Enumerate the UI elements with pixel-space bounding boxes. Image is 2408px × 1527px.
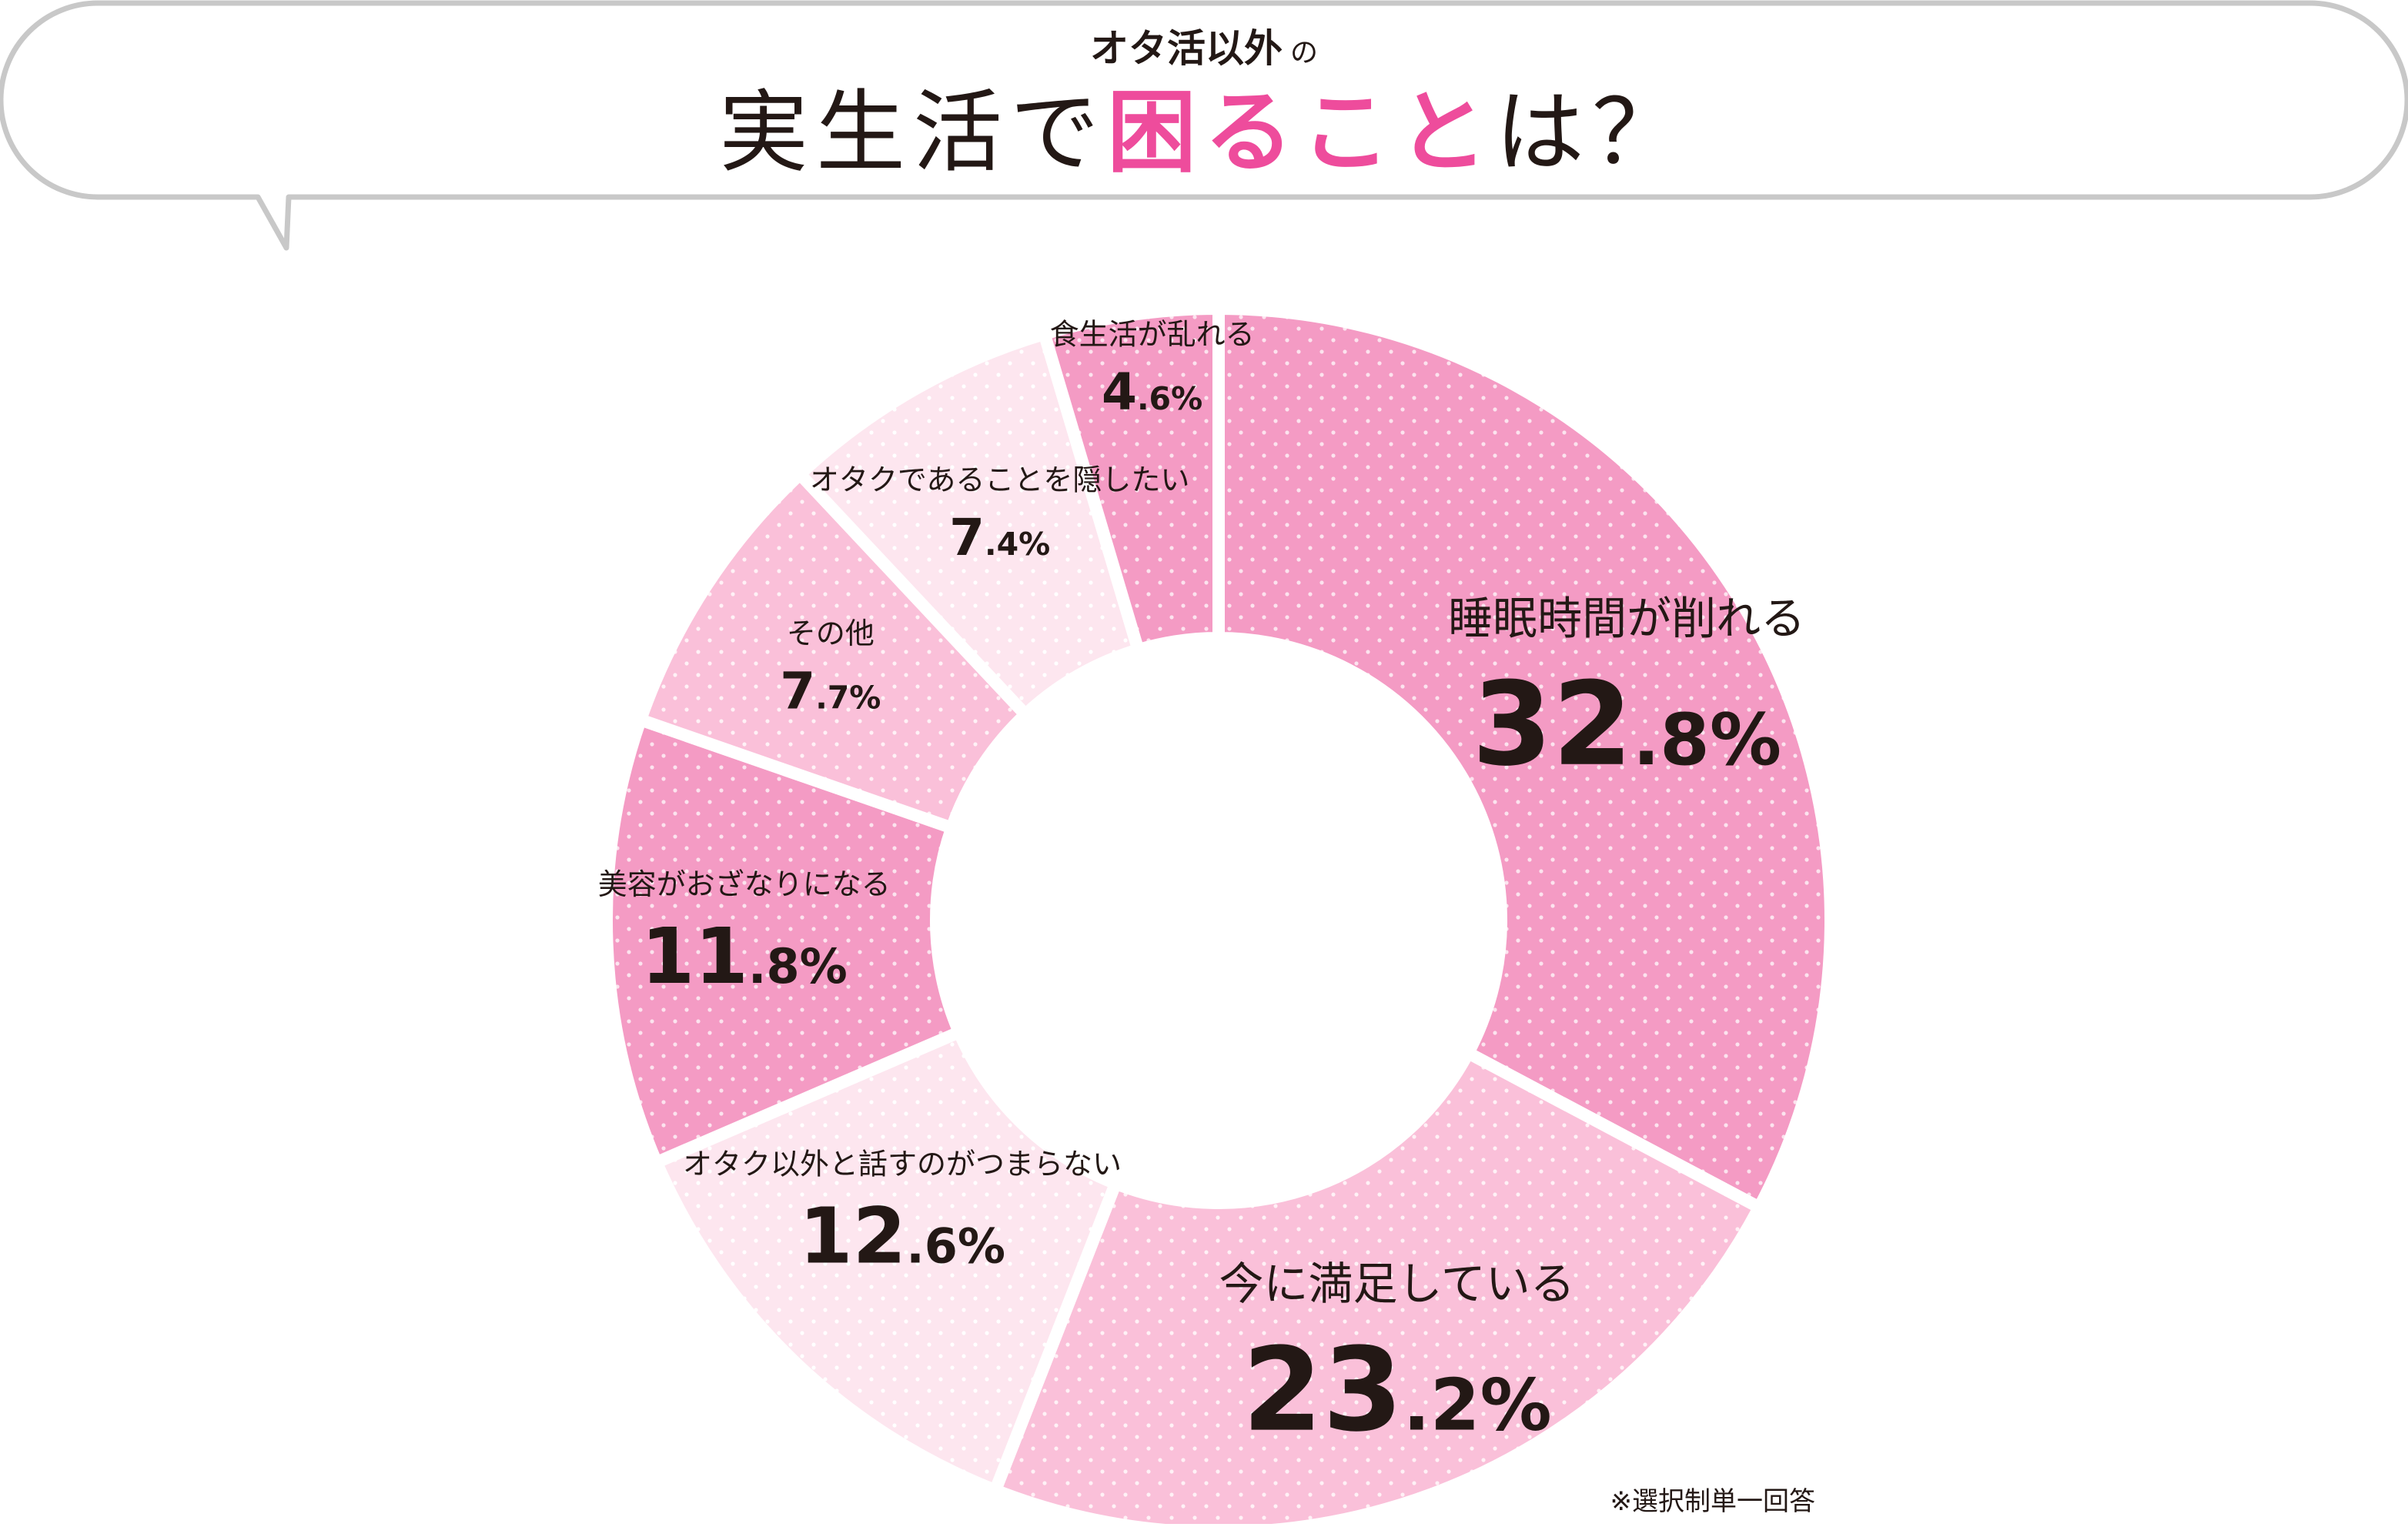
slice-label-5: その他 xyxy=(787,616,875,650)
slice-value-3: 12.6% xyxy=(799,1191,1005,1281)
slice-label-1: 睡眠時間が削れる xyxy=(1448,592,1805,644)
title-before: 実生活で xyxy=(719,81,1107,185)
slice-label-2: 今に満足している xyxy=(1219,1258,1575,1310)
slice-labels: 睡眠時間が削れる 32.8% 今に満足している 23.2% オタク以外と話すのがつまらな… xyxy=(598,318,1805,1458)
title-after: は？ xyxy=(1495,81,1689,185)
slice-value-6: 7.4% xyxy=(949,508,1050,567)
slice-value-5: 7.7% xyxy=(780,661,881,720)
slice-4 xyxy=(600,712,968,1171)
slice-2 xyxy=(987,1044,1768,1527)
speech-bubble xyxy=(0,0,2408,251)
subtitle-particle: の xyxy=(1290,37,1318,68)
donut-slices xyxy=(600,302,1837,1527)
slice-value-1: 32.8% xyxy=(1472,658,1781,792)
chart-subtitle: オタ活以外の xyxy=(1090,26,1318,71)
slice-label-7: 食生活が乱れる xyxy=(1050,318,1255,352)
slice-value-7: 4.6% xyxy=(1102,363,1202,422)
slice-3 xyxy=(648,1024,1124,1499)
slice-label-3: オタク以外と話すのがつまらない xyxy=(683,1147,1122,1181)
slice-1 xyxy=(1212,302,1837,1216)
title-highlight: 困ること xyxy=(1107,81,1495,185)
slice-label-4: 美容がおざなりになる xyxy=(598,867,891,901)
slice-value-4: 11.8% xyxy=(641,911,848,1001)
slice-6 xyxy=(791,326,1146,723)
footnote: ※選択制単一回答 xyxy=(1610,1486,1816,1517)
slice-value-2: 23.2% xyxy=(1242,1324,1552,1458)
chart-title: 実生活で困ることは？ xyxy=(719,81,1689,185)
slice-label-6: オタクであることを隠したい xyxy=(810,463,1190,496)
subtitle-main: オタ活以外 xyxy=(1090,26,1283,71)
slice-7 xyxy=(1036,302,1225,658)
slice-5 xyxy=(632,465,1035,836)
